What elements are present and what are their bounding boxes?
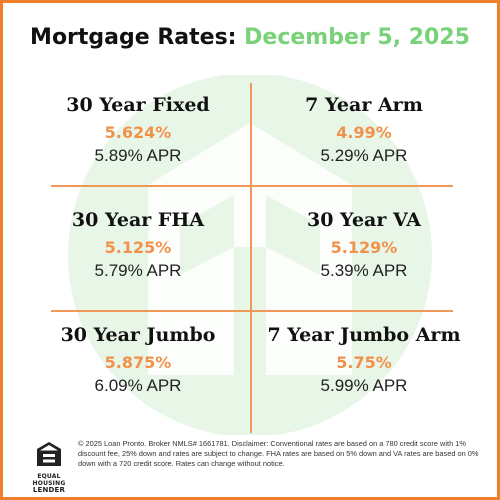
loan-type-label: 7 Year Jumbo Arm <box>267 324 461 346</box>
rate-cell-7-year-jumbo-arm: 7 Year Jumbo Arm 5.75% 5.99% APR <box>264 323 464 397</box>
apr-value: 5.79% APR <box>94 261 182 280</box>
rate-cell-30-year-fha: 30 Year FHA 5.125% 5.79% APR <box>38 208 238 282</box>
rate-cell-30-year-fixed: 30 Year Fixed 5.624% 5.89% APR <box>38 93 238 167</box>
rate-cell-7-year-arm: 7 Year Arm 4.99% 5.29% APR <box>264 93 464 167</box>
apr-value: 5.89% APR <box>94 146 182 165</box>
rate-cell-30-year-va: 30 Year VA 5.129% 5.39% APR <box>264 208 464 282</box>
title-date: December 5, 2025 <box>244 25 470 50</box>
interest-rate: 5.875% <box>104 353 172 372</box>
lender-text: LENDER <box>32 486 66 494</box>
equal-housing-lender-logo: EQUAL HOUSING LENDER <box>28 441 70 494</box>
equal-housing-text: EQUAL HOUSING <box>32 473 66 487</box>
rate-cell-30-year-jumbo: 30 Year Jumbo 5.875% 6.09% APR <box>38 323 238 397</box>
interest-rate: 5.125% <box>104 238 172 257</box>
loan-type-label: 30 Year Fixed <box>66 94 210 116</box>
interest-rate: 5.129% <box>330 238 398 257</box>
interest-rate: 5.624% <box>104 123 172 142</box>
apr-value: 5.29% APR <box>320 146 408 165</box>
apr-value: 5.99% APR <box>320 376 408 395</box>
grid-divider-horizontal-2 <box>51 310 453 312</box>
grid-divider-horizontal-1 <box>51 185 453 187</box>
apr-value: 5.39% APR <box>320 261 408 280</box>
equal-housing-house-icon <box>37 442 61 466</box>
title-text: Mortgage Rates: <box>30 25 237 50</box>
loan-type-label: 7 Year Arm <box>305 94 423 116</box>
apr-value: 6.09% APR <box>94 376 182 395</box>
interest-rate: 5.75% <box>336 353 392 372</box>
loan-type-label: 30 Year FHA <box>71 209 205 231</box>
interest-rate: 4.99% <box>336 123 392 142</box>
footer: EQUAL HOUSING LENDER © 2025 Loan Pronto.… <box>28 439 479 494</box>
loan-type-label: 30 Year Jumbo <box>60 324 216 346</box>
page-title: Mortgage Rates: December 5, 2025 <box>3 23 497 53</box>
grid-divider-vertical <box>250 83 252 433</box>
loan-type-label: 30 Year VA <box>307 209 421 231</box>
equal-housing-label: EQUAL HOUSING LENDER <box>28 473 70 494</box>
disclaimer-text: © 2025 Loan Pronto. Broker NMLS# 1661781… <box>78 439 479 468</box>
